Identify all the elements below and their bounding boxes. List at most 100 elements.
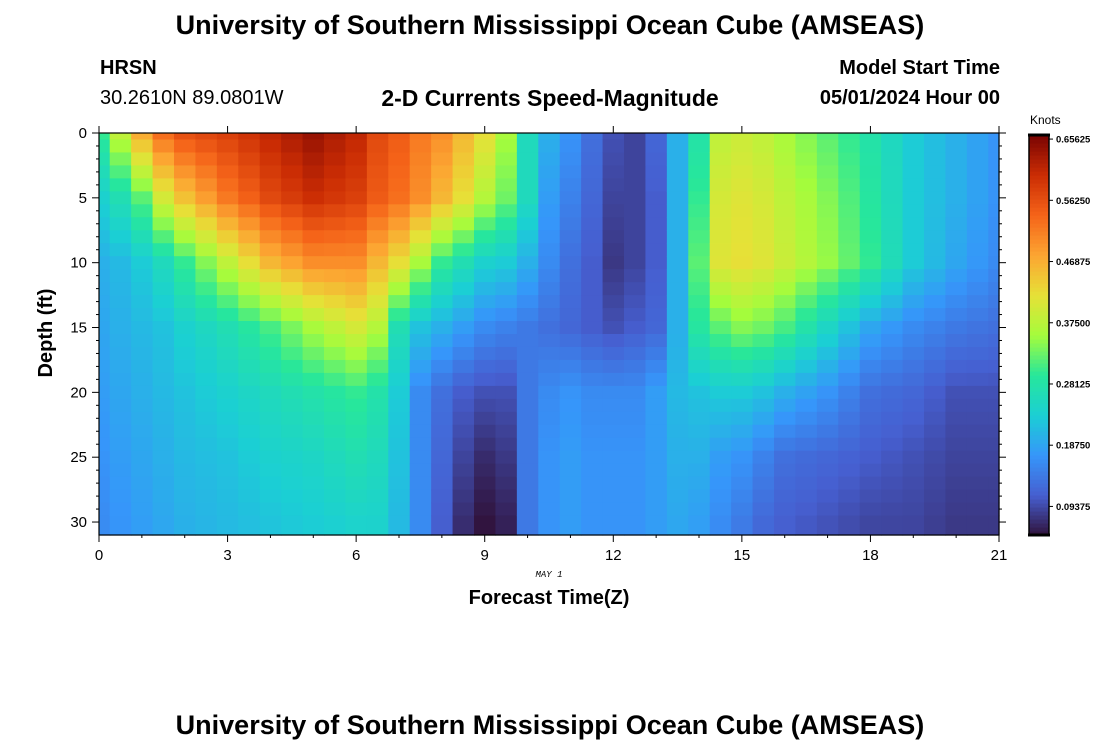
heatmap-cell: [688, 308, 711, 322]
heatmap-cell: [966, 243, 989, 257]
heatmap-cell: [838, 191, 861, 205]
heatmap-cell: [966, 489, 989, 504]
heatmap-cell: [881, 359, 904, 374]
heatmap-cell: [816, 204, 839, 218]
heatmap-cell: [431, 489, 454, 504]
heatmap-cell: [238, 295, 261, 309]
heatmap-cell: [924, 463, 947, 478]
heatmap-cell: [881, 515, 904, 536]
heatmap-cell: [881, 191, 904, 205]
heatmap-cell: [645, 321, 668, 335]
heatmap-cell: [99, 269, 111, 283]
heatmap-cell: [152, 191, 175, 205]
heatmap-cell: [538, 133, 561, 141]
heatmap-cell: [324, 463, 347, 478]
heatmap-cell: [431, 178, 454, 192]
heatmap-cell: [945, 178, 968, 192]
heatmap-cell: [666, 398, 689, 413]
heatmap-cell: [774, 139, 797, 154]
heatmap-cell: [602, 243, 625, 257]
heatmap-cell: [345, 295, 368, 309]
heatmap-cell: [474, 437, 497, 452]
heatmap-cell: [966, 308, 989, 322]
heatmap-cell: [966, 359, 989, 374]
heatmap-cell: [581, 398, 604, 413]
heatmap-cell: [281, 334, 304, 348]
heatmap-cell: [174, 256, 197, 270]
heatmap-cell: [581, 385, 604, 400]
heatmap-cell: [966, 178, 989, 192]
heatmap-cell: [881, 398, 904, 413]
heatmap-cell: [624, 152, 647, 167]
colorbar-tick-label: 0.46875: [1056, 257, 1091, 268]
heatmap-cell: [795, 133, 818, 141]
heatmap-cell: [945, 217, 968, 231]
heatmap-cell: [709, 282, 732, 296]
heatmap-cell: [688, 489, 711, 504]
heatmap-cell: [409, 191, 432, 205]
heatmap-cell: [774, 476, 797, 491]
heatmap-cell: [731, 178, 754, 192]
heatmap-cell: [688, 321, 711, 335]
heatmap-cell: [131, 217, 154, 231]
heatmap-cell: [645, 165, 668, 179]
heatmap-cell: [216, 295, 239, 309]
colorbar-segment: [1029, 195, 1049, 200]
heatmap-cell: [366, 385, 389, 400]
heatmap-cell: [99, 165, 111, 179]
heatmap-cell: [238, 476, 261, 491]
heatmap-cell: [174, 334, 197, 348]
heatmap-cell: [366, 476, 389, 491]
heatmap-cell: [516, 269, 539, 283]
heatmap-cell: [966, 424, 989, 439]
heatmap-cell: [816, 269, 839, 283]
heatmap-cell: [345, 204, 368, 218]
heatmap-cell: [731, 308, 754, 322]
heatmap-cell: [302, 217, 325, 231]
heatmap-cell: [559, 178, 582, 192]
colorbar-segment: [1029, 467, 1049, 472]
heatmap-cell: [988, 282, 1000, 296]
heatmap-cell: [988, 165, 1000, 179]
heatmap-cell: [495, 385, 518, 400]
heatmap-cell: [195, 165, 218, 179]
heatmap-cell: [731, 282, 754, 296]
heatmap-cell: [945, 411, 968, 426]
colorbar-segment: [1029, 439, 1049, 444]
heatmap-cell: [602, 359, 625, 374]
heatmap-cell: [109, 359, 132, 374]
heatmap-cell: [966, 133, 989, 141]
heatmap-cell: [431, 463, 454, 478]
heatmap-cell: [838, 437, 861, 452]
heatmap-cell: [474, 243, 497, 257]
heatmap-cell: [774, 463, 797, 478]
heatmap-cell: [774, 282, 797, 296]
heatmap-cell: [345, 282, 368, 296]
heatmap-cell: [495, 243, 518, 257]
heatmap-cell: [752, 152, 775, 167]
heatmap-cell: [324, 398, 347, 413]
heatmap-cell: [409, 269, 432, 283]
heatmap-cell: [538, 463, 561, 478]
heatmap-cell: [152, 269, 175, 283]
heatmap-cell: [645, 489, 668, 504]
heatmap-cell: [281, 256, 304, 270]
heatmap-cell: [259, 269, 282, 283]
heatmap-cell: [666, 165, 689, 179]
heatmap-cell: [495, 217, 518, 231]
heatmap-cell: [474, 191, 497, 205]
heatmap-cell: [99, 282, 111, 296]
heatmap-cell: [388, 411, 411, 426]
heatmap-cell: [795, 282, 818, 296]
heatmap-cell: [838, 424, 861, 439]
heatmap-cell: [774, 308, 797, 322]
heatmap-cell: [195, 243, 218, 257]
heatmap-cell: [795, 321, 818, 335]
heatmap-cell: [345, 217, 368, 231]
heatmap-cell: [816, 230, 839, 244]
heatmap-cell: [495, 256, 518, 270]
heatmap-cell: [966, 398, 989, 413]
heatmap-cell: [474, 346, 497, 361]
heatmap-cell: [259, 230, 282, 244]
heatmap-cell: [195, 515, 218, 536]
